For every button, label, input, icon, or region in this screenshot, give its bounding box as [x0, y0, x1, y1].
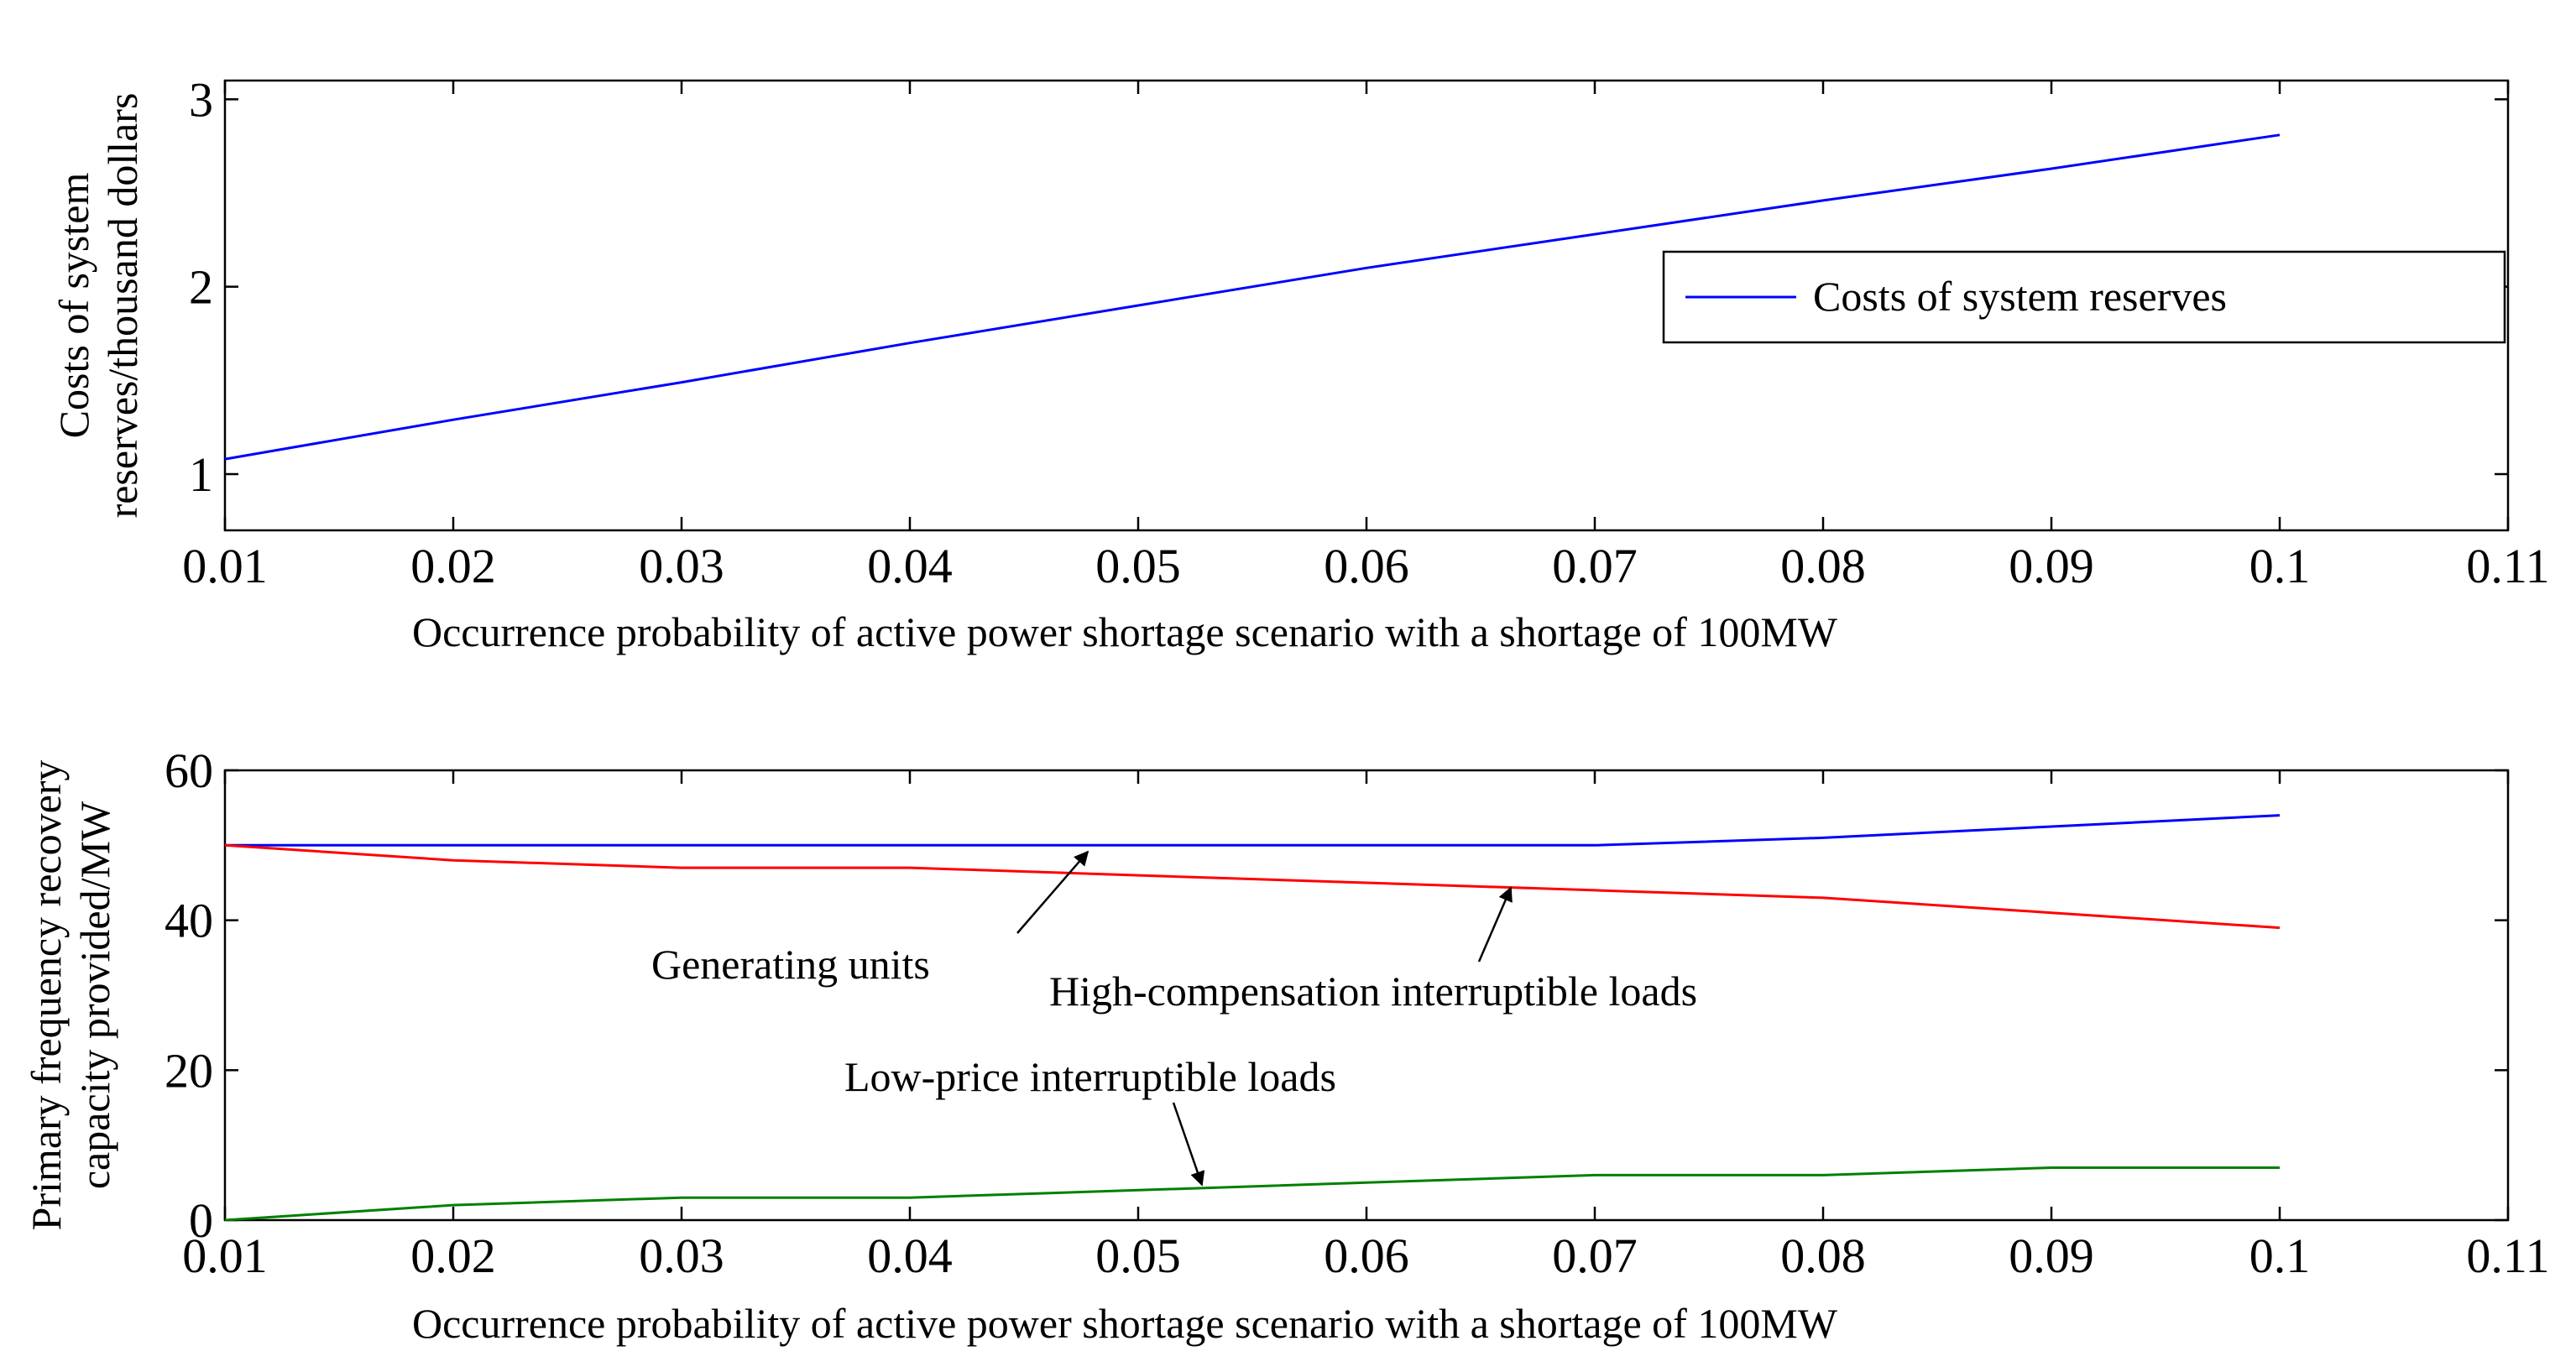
bottom-series — [224, 814, 2281, 1222]
x-tick-label: 0.04 — [867, 539, 953, 593]
x-tick-label: 0.1 — [2249, 1229, 2311, 1283]
high-compensation-loads-line — [224, 843, 2281, 930]
x-tick-label: 0.07 — [1552, 539, 1638, 593]
x-tick-label: 0.09 — [2009, 1229, 2094, 1283]
costs-of-system-reserves-line — [224, 133, 2281, 461]
x-tick-label: 0.08 — [1780, 539, 1866, 593]
top-y-ticks: 1 2 3 — [189, 72, 2508, 502]
bottom-x-axis-label: Occurrence probability of active power s… — [412, 1300, 1838, 1347]
y-tick-label: 0 — [189, 1193, 213, 1248]
annotation-generating-units: Generating units — [651, 941, 930, 988]
x-tick-label: 0.07 — [1552, 1229, 1638, 1283]
x-tick-label: 0.11 — [2466, 539, 2549, 593]
top-x-ticks: 0.01 0.02 0.03 0.04 0.05 0.06 0.07 0.08 0.09 0.1 0… — [182, 81, 2550, 593]
bottom-y-ticks: 0 20 40 60 — [165, 743, 2508, 1248]
legend-label-costs: Costs of system reserves — [1813, 273, 2227, 320]
x-tick-label: 0.06 — [1324, 539, 1409, 593]
top-y-axis-label-line1: Costs of system — [50, 173, 97, 439]
annotation-high-compensation-loads: High-compensation interruptible loads — [1049, 968, 1697, 1015]
bottom-y-axis-label-line2: capacity provided/MW — [71, 801, 118, 1189]
bottom-x-ticks: 0.01 0.02 0.03 0.04 0.05 0.06 0.07 0.08 0.09 0.1 0… — [182, 770, 2550, 1283]
generating-units-line — [225, 814, 2281, 847]
top-legend: Costs of system reserves — [1662, 250, 2506, 344]
legend-box — [1662, 250, 2506, 344]
x-tick-label: 0.1 — [2249, 539, 2311, 593]
x-tick-label: 0.03 — [639, 1229, 724, 1283]
y-tick-label: 20 — [165, 1043, 213, 1098]
x-tick-label: 0.08 — [1780, 1229, 1866, 1283]
bottom-chart: 0.01 0.02 0.03 0.04 0.05 0.06 0.07 0.08 0.09 0.1 0… — [23, 743, 2550, 1347]
x-tick-label: 0.05 — [1095, 539, 1181, 593]
x-tick-label: 0.03 — [639, 539, 724, 593]
y-tick-label: 3 — [189, 72, 213, 127]
low-price-loads-line — [224, 1166, 2280, 1222]
top-series — [224, 133, 2281, 461]
top-chart: 0.01 0.02 0.03 0.04 0.05 0.06 0.07 0.08 0.09 0.1 0… — [50, 72, 2550, 655]
x-tick-label: 0.02 — [410, 1229, 496, 1283]
y-tick-label: 60 — [165, 743, 213, 798]
arrow-high-compensation-loads — [1477, 886, 1513, 962]
x-tick-label: 0.04 — [867, 1229, 953, 1283]
x-tick-label: 0.01 — [182, 539, 268, 593]
y-tick-label: 40 — [165, 894, 213, 948]
top-y-axis-label-line2: reserves/thousand dollars — [99, 93, 146, 519]
annotation-low-price-loads: Low-price interruptible loads — [844, 1053, 1336, 1100]
arrow-low-price-loads — [1172, 1102, 1205, 1187]
y-tick-label: 1 — [189, 447, 213, 502]
bottom-y-axis-label-line1: Primary frequency recovery — [23, 760, 70, 1231]
top-x-axis-label: Occurrence probability of active power s… — [412, 608, 1838, 655]
x-tick-label: 0.02 — [410, 539, 496, 593]
x-tick-label: 0.05 — [1095, 1229, 1181, 1283]
x-tick-label: 0.09 — [2009, 539, 2094, 593]
y-tick-label: 2 — [189, 260, 213, 315]
arrow-generating-units — [1016, 850, 1089, 934]
x-tick-label: 0.01 — [182, 1229, 268, 1283]
x-tick-label: 0.06 — [1324, 1229, 1409, 1283]
x-tick-label: 0.11 — [2466, 1229, 2549, 1283]
